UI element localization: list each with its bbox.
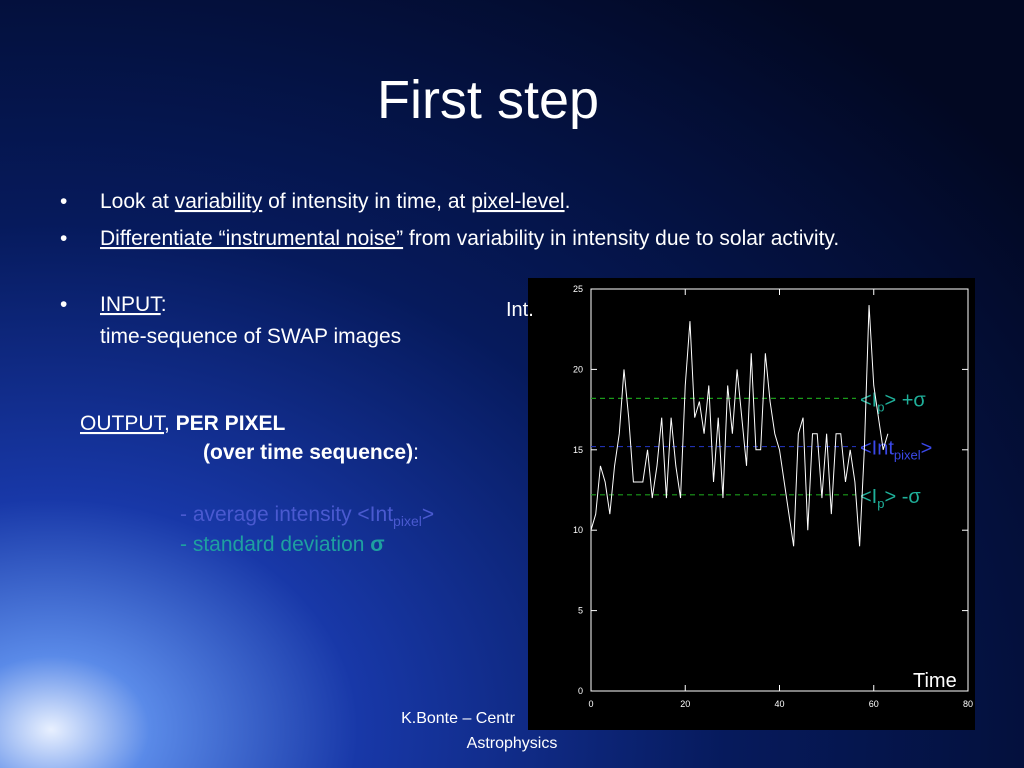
text: pixel-level: [471, 190, 564, 213]
x-axis-label: Time: [913, 670, 957, 692]
output-item: - average intensity <Intpixel>: [180, 503, 434, 529]
text: p: [877, 399, 884, 414]
bullet-mark: •: [60, 227, 67, 250]
data-line: [590, 305, 889, 547]
bullets: • Look at variability of intensity in ti…: [60, 190, 839, 348]
text: :: [413, 441, 419, 464]
text: Differentiate “instrumental noise”: [100, 227, 403, 250]
text: >: [422, 503, 434, 526]
y-tick-label: 15: [573, 445, 583, 455]
output-item: - standard deviation σ: [180, 533, 385, 556]
footer-text: K.Bonte – Centr: [401, 710, 516, 727]
text: ,: [164, 412, 176, 435]
y-axis-label: Int.: [506, 299, 534, 321]
slide-title: First step: [377, 70, 599, 130]
x-tick-label: 0: [588, 699, 593, 709]
text: (over time sequence): [203, 441, 413, 464]
x-tick-label: 60: [869, 699, 879, 709]
y-tick-label: 10: [573, 525, 583, 535]
text: > +σ: [884, 389, 926, 411]
output-heading: OUTPUT, PER PIXEL: [80, 412, 286, 435]
text: pixel: [393, 513, 422, 529]
y-tick-label: 20: [573, 364, 583, 374]
bullet-text: time-sequence of SWAP images: [100, 325, 401, 348]
text: <I: [860, 486, 877, 508]
text: variability: [175, 190, 263, 213]
text: Look at: [100, 190, 175, 213]
y-tick-label: 5: [578, 606, 583, 616]
reference-label: <Ip> -σ: [860, 486, 921, 511]
text: of intensity in time, at: [262, 190, 471, 213]
bullet-text: Look at variability of intensity in time…: [100, 190, 570, 213]
bullet-text: Differentiate “instrumental noise” from …: [100, 227, 839, 250]
text: from variability in intensity due to sol…: [403, 227, 839, 250]
footer-text: Astrophysics: [467, 735, 558, 752]
footer: K.Bonte – Centr Astrophysics: [401, 710, 557, 752]
y-tick-label: 25: [573, 284, 583, 294]
bullet-mark: •: [60, 293, 67, 316]
text: <I: [860, 389, 877, 411]
text: σ: [370, 533, 384, 556]
output: OUTPUT, PER PIXEL (over time sequence): …: [80, 412, 434, 556]
y-tick-label: 0: [578, 686, 583, 696]
text: .: [565, 190, 571, 213]
text: - standard deviation: [180, 533, 370, 556]
text: OUTPUT: [80, 412, 167, 435]
text: > -σ: [884, 486, 921, 508]
text: <Int: [860, 438, 894, 460]
reference-label: <Ip> +σ: [860, 389, 926, 414]
output-heading: (over time sequence):: [203, 441, 419, 464]
bullet-text: INPUT:: [100, 293, 167, 316]
text: :: [161, 293, 167, 316]
text: - average intensity <Int: [180, 503, 393, 526]
x-tick-label: 80: [963, 699, 973, 709]
text: >: [921, 438, 933, 460]
x-tick-label: 40: [774, 699, 784, 709]
text: p: [877, 496, 884, 511]
x-tick-label: 20: [680, 699, 690, 709]
text: PER PIXEL: [176, 412, 286, 435]
text: INPUT: [100, 293, 163, 316]
reference-label: <Intpixel>: [860, 438, 932, 463]
bullet-mark: •: [60, 190, 67, 213]
text: pixel: [894, 448, 921, 463]
